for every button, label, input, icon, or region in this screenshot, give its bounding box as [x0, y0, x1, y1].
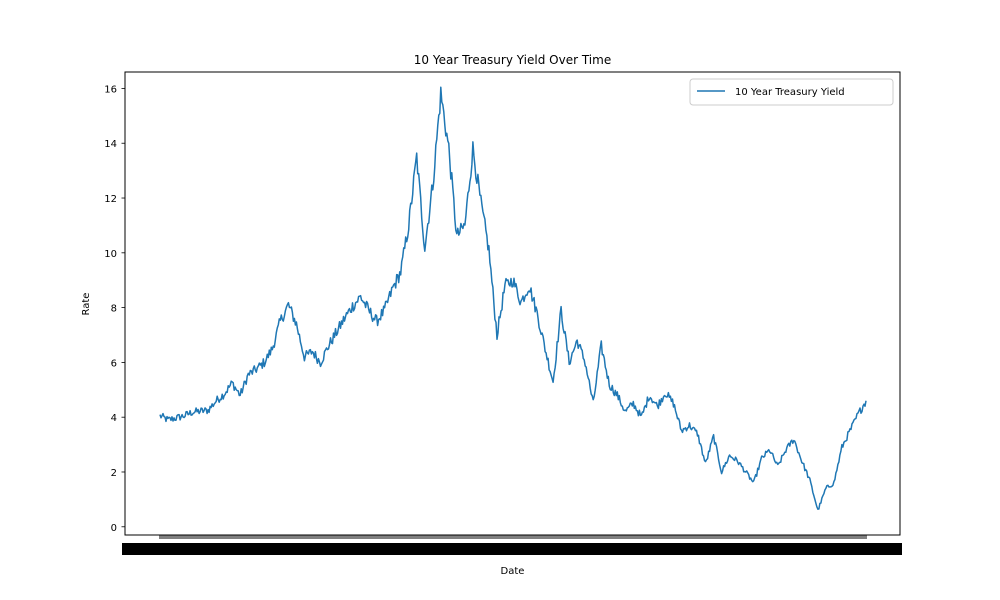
- y-tick-label: 2: [111, 468, 117, 479]
- chart-title: 10 Year Treasury Yield Over Time: [414, 53, 611, 67]
- plot-area: [159, 86, 867, 510]
- legend-box: [689, 78, 894, 106]
- y-tick-label: 14: [104, 139, 117, 150]
- x-axis-label: Date: [501, 566, 525, 577]
- y-axis-label: Rate: [81, 293, 92, 316]
- legend: 10 Year Treasury Yield: [689, 78, 894, 106]
- y-tick-label: 6: [111, 358, 117, 369]
- x-axis: [122, 535, 902, 555]
- y-tick-label: 10: [104, 249, 117, 260]
- legend-entry-label: 10 Year Treasury Yield: [735, 87, 845, 98]
- axes-frame: [124, 71, 901, 536]
- y-axis: 0 2 4 6 8 10 12 14 16: [104, 84, 125, 534]
- y-tick-label: 4: [111, 413, 117, 424]
- series-line-10-year-treasury-yield: [159, 86, 867, 510]
- x-tick-label-overlap-band: [122, 543, 902, 555]
- y-tick-label: 0: [111, 523, 117, 534]
- y-tick-label: 16: [104, 84, 117, 95]
- y-tick-label: 12: [104, 194, 117, 205]
- y-tick-label: 8: [111, 304, 117, 315]
